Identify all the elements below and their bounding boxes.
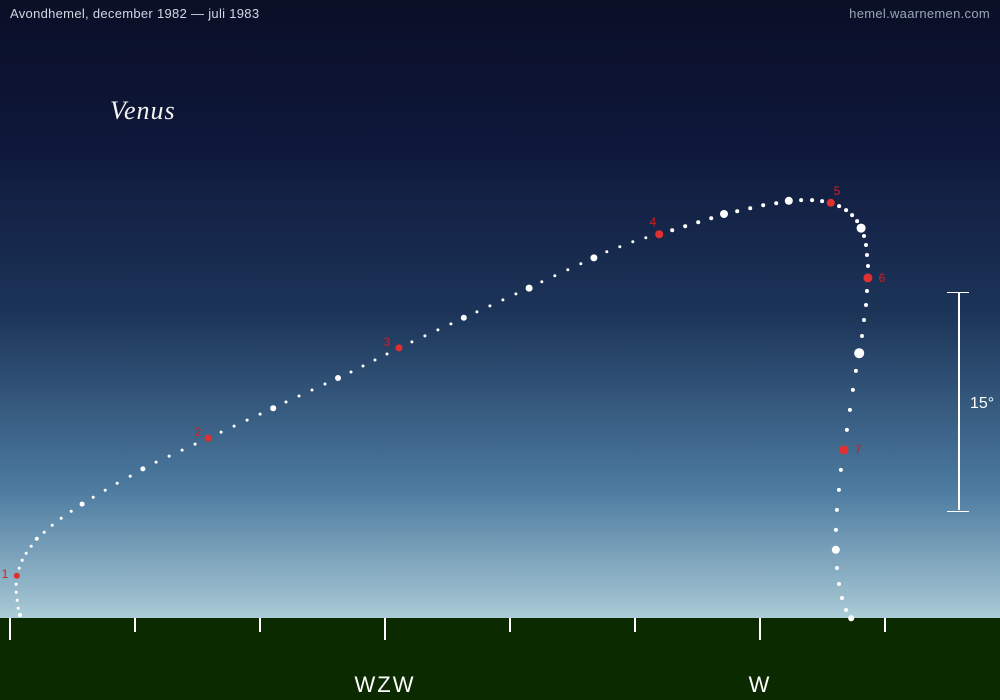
track-dot bbox=[270, 405, 276, 411]
track-dot bbox=[16, 599, 19, 602]
track-dot bbox=[865, 253, 869, 257]
month-number-label: 7 bbox=[855, 443, 862, 457]
month-number-label: 2 bbox=[195, 425, 202, 439]
track-dot bbox=[670, 228, 674, 232]
month-number-label: 6 bbox=[879, 271, 886, 285]
horizon-tick bbox=[134, 618, 136, 632]
track-dot bbox=[70, 510, 73, 513]
track-dot bbox=[720, 210, 728, 218]
track-dot bbox=[860, 334, 864, 338]
track-dot bbox=[864, 303, 868, 307]
track-dot bbox=[259, 413, 262, 416]
track-dot bbox=[748, 206, 752, 210]
track-dot bbox=[844, 608, 848, 612]
credit-text: hemel.waarnemen.com bbox=[849, 6, 990, 21]
month-number-label: 3 bbox=[384, 335, 391, 349]
track-dot bbox=[25, 552, 28, 555]
track-dot bbox=[233, 425, 236, 428]
track-dot bbox=[386, 353, 389, 356]
track-dot bbox=[30, 545, 33, 548]
track-dot bbox=[864, 243, 868, 247]
track-dot bbox=[104, 489, 107, 492]
track-dot bbox=[246, 419, 249, 422]
track-dot bbox=[862, 234, 866, 238]
track-dot bbox=[866, 264, 870, 268]
month-number-label: 4 bbox=[650, 215, 657, 229]
sky-chart: Avondhemel, december 1982 — juli 1983 he… bbox=[0, 0, 1000, 700]
month-number-label: 5 bbox=[834, 184, 841, 198]
track-dot bbox=[60, 517, 63, 520]
month-marker bbox=[655, 230, 663, 238]
track-dot bbox=[774, 201, 778, 205]
track-dot bbox=[761, 203, 765, 207]
track-dot bbox=[116, 482, 119, 485]
track-dot bbox=[298, 395, 301, 398]
track-dot bbox=[683, 224, 687, 228]
month-marker bbox=[205, 435, 212, 442]
track-dot bbox=[526, 285, 533, 292]
track-dot bbox=[837, 582, 841, 586]
track-dot bbox=[18, 567, 21, 570]
track-dot bbox=[820, 199, 824, 203]
planet-name-label: Venus bbox=[110, 96, 176, 126]
horizon-tick bbox=[759, 618, 761, 640]
horizon-tick bbox=[509, 618, 511, 632]
track-dot bbox=[837, 204, 841, 208]
track-dot bbox=[80, 502, 85, 507]
track-dot bbox=[799, 198, 803, 202]
track-dot bbox=[855, 219, 859, 223]
track-dot bbox=[285, 401, 288, 404]
track-dot bbox=[194, 443, 197, 446]
track-dot bbox=[862, 318, 866, 322]
compass-direction-label: WZW bbox=[355, 672, 416, 698]
track-dot bbox=[18, 613, 22, 617]
angular-scale-line bbox=[958, 292, 960, 510]
track-dot bbox=[865, 289, 869, 293]
track-dot bbox=[850, 213, 854, 217]
track-dot bbox=[362, 365, 365, 368]
track-dot bbox=[129, 475, 132, 478]
horizon-tick bbox=[9, 618, 11, 640]
track-dot bbox=[15, 583, 18, 586]
chart-title: Avondhemel, december 1982 — juli 1983 bbox=[10, 6, 259, 21]
track-dot bbox=[155, 461, 158, 464]
track-dot bbox=[696, 220, 700, 224]
track-dot bbox=[92, 496, 95, 499]
track-dot bbox=[21, 559, 24, 562]
track-dot bbox=[335, 375, 341, 381]
month-number-label: 1 bbox=[2, 567, 9, 581]
track-dot bbox=[17, 607, 20, 610]
track-dot bbox=[840, 596, 844, 600]
track-dot bbox=[220, 431, 223, 434]
track-dot bbox=[168, 455, 171, 458]
horizon-tick bbox=[259, 618, 261, 632]
track-dot bbox=[311, 389, 314, 392]
track-dot bbox=[350, 371, 353, 374]
ground-strip bbox=[0, 618, 1000, 700]
horizon-tick bbox=[384, 618, 386, 640]
compass-direction-label: W bbox=[749, 672, 772, 698]
track-dot bbox=[844, 208, 848, 212]
track-dot bbox=[51, 524, 54, 527]
track-dot bbox=[709, 216, 713, 220]
track-dot bbox=[735, 209, 739, 213]
track-dot bbox=[43, 531, 46, 534]
track-dot bbox=[854, 348, 864, 358]
track-dot bbox=[810, 198, 814, 202]
track-dot bbox=[15, 591, 18, 594]
track-dot bbox=[857, 224, 866, 233]
horizon-tick bbox=[884, 618, 886, 632]
track-dot bbox=[374, 359, 377, 362]
track-dot bbox=[835, 566, 839, 570]
track-dot bbox=[181, 449, 184, 452]
horizon-tick bbox=[634, 618, 636, 632]
angular-scale-label: 15° bbox=[970, 395, 994, 413]
track-dot bbox=[848, 615, 854, 621]
track-dot bbox=[324, 383, 327, 386]
